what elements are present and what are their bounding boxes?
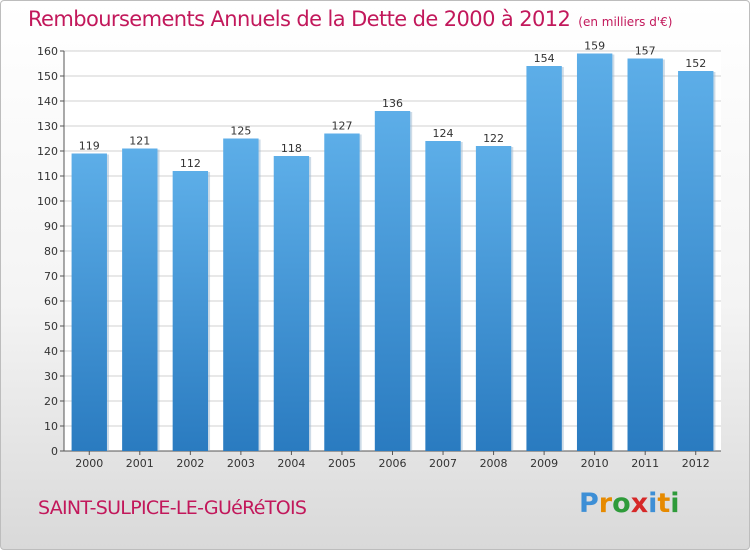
bar-value-label: 118 (281, 142, 302, 155)
y-tick-label: 100 (37, 195, 58, 208)
x-tick-label: 2008 (480, 457, 508, 470)
bar-value-label: 112 (180, 157, 201, 170)
bar-value-label: 121 (129, 135, 150, 148)
y-tick-label: 110 (37, 170, 58, 183)
logo-letter: r (598, 488, 613, 519)
bar (223, 138, 259, 451)
bar-value-label: 127 (331, 120, 352, 133)
bar-value-label: 154 (534, 52, 555, 65)
bar (374, 111, 411, 451)
y-tick-label: 0 (51, 445, 58, 458)
y-tick-label: 140 (37, 95, 58, 108)
bar (475, 146, 512, 451)
chart-title-text: Remboursements Annuels de la Dette de 20… (28, 7, 571, 31)
x-tick-label: 2001 (126, 457, 154, 470)
x-tick-label: 2012 (682, 457, 710, 470)
logo-letter: x (630, 488, 649, 519)
bar-value-label: 124 (433, 127, 454, 140)
x-tick-label: 2002 (176, 457, 204, 470)
y-tick-label: 90 (44, 220, 58, 233)
proxiti-logo: Proxiti (579, 488, 680, 519)
y-tick-label: 10 (44, 420, 58, 433)
x-tick-label: 2000 (75, 457, 103, 470)
y-tick-label: 20 (44, 395, 58, 408)
y-tick-label: 80 (44, 245, 58, 258)
x-tick-label: 2011 (631, 457, 659, 470)
y-tick-label: 120 (37, 145, 58, 158)
bar (425, 141, 461, 451)
y-tick-label: 60 (44, 295, 58, 308)
x-tick-label: 2006 (379, 457, 407, 470)
bar (526, 66, 562, 451)
bar (627, 58, 663, 451)
bar-value-label: 122 (483, 132, 504, 145)
bar (678, 71, 714, 451)
x-tick-label: 2004 (277, 457, 305, 470)
x-tick-label: 2005 (328, 457, 356, 470)
bar (273, 156, 310, 451)
chart-unit: (en milliers d'€) (578, 15, 673, 29)
bar-value-label: 125 (230, 125, 251, 138)
bar-value-label: 159 (584, 40, 605, 53)
logo-letter: i (648, 488, 658, 519)
x-tick-label: 2007 (429, 457, 457, 470)
y-tick-label: 150 (37, 70, 58, 83)
logo-letter: t (657, 488, 671, 519)
y-tick-label: 30 (44, 370, 58, 383)
chart-title: Remboursements Annuels de la Dette de 20… (28, 7, 672, 31)
x-tick-label: 2010 (581, 457, 609, 470)
bar-value-label: 157 (635, 45, 656, 58)
city-name: SAINT-SULPICE-LE-GUéRéTOIS (38, 497, 307, 519)
y-tick-label: 160 (37, 45, 58, 58)
bar (71, 153, 107, 451)
y-tick-label: 40 (44, 345, 58, 358)
bar-value-label: 152 (685, 57, 706, 70)
bar (172, 171, 209, 451)
x-tick-label: 2003 (227, 457, 255, 470)
logo-letter: i (670, 488, 680, 519)
y-tick-label: 70 (44, 270, 58, 283)
bar-value-label: 119 (79, 140, 100, 153)
bar (122, 148, 158, 451)
bar (324, 133, 360, 451)
x-tick-label: 2009 (530, 457, 558, 470)
logo-letter: o (612, 488, 631, 519)
bar-value-label: 136 (382, 97, 403, 110)
logo-letter: P (579, 488, 599, 519)
bar (576, 53, 613, 451)
y-tick-label: 50 (44, 320, 58, 333)
y-tick-label: 130 (37, 120, 58, 133)
